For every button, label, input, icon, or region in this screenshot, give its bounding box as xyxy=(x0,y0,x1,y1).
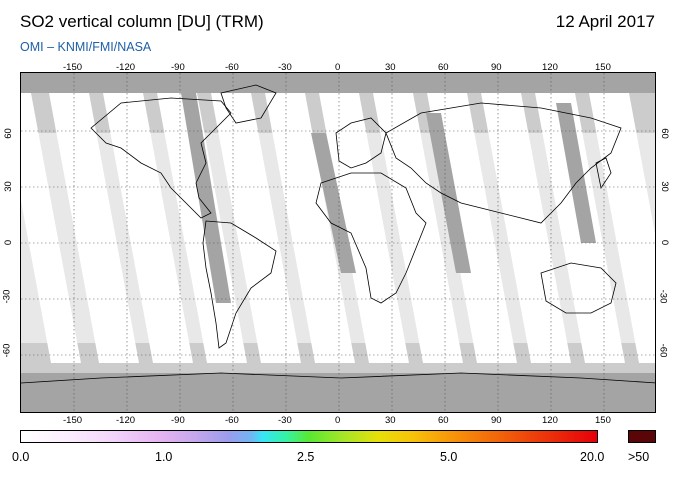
colorbar-over-label: >50 xyxy=(628,450,649,464)
so2-colorbar xyxy=(20,430,598,443)
map-date: 12 April 2017 xyxy=(556,12,655,32)
lon-tick-bottom-1: -150 xyxy=(63,415,82,426)
lon-tick-bottom-3: -90 xyxy=(171,415,185,426)
lat-tick-left-1: 60 xyxy=(3,128,14,139)
lon-tick-bottom-8: 60 xyxy=(438,415,449,426)
map-canvas xyxy=(21,73,656,413)
lon-tick-bottom-9: 90 xyxy=(491,415,502,426)
lat-tick-left-4: -30 xyxy=(1,290,12,304)
colorbar-label-0: 0.0 xyxy=(12,450,29,464)
lon-tick-bottom-10: 120 xyxy=(542,415,558,426)
lon-tick-bottom-6: 0 xyxy=(335,415,340,426)
lon-tick-bottom-7: 30 xyxy=(385,415,396,426)
lat-tick-right-3: 0 xyxy=(659,240,670,245)
lon-tick-bottom-2: -120 xyxy=(116,415,135,426)
lat-tick-left-3: 0 xyxy=(3,240,14,245)
so2-world-map[interactable] xyxy=(20,72,656,413)
lat-tick-right-5: -60 xyxy=(657,344,668,358)
lon-tick-bottom-4: -60 xyxy=(225,415,239,426)
data-source-credit: OMI – KNMI/FMI/NASA xyxy=(20,40,151,54)
lat-tick-right-2: 30 xyxy=(659,181,670,192)
lon-tick-bottom-5: -30 xyxy=(278,415,292,426)
lat-tick-left-5: -60 xyxy=(1,344,12,358)
colorbar-label-4: 20.0 xyxy=(580,450,604,464)
lon-tick-bottom-11: 150 xyxy=(595,415,611,426)
colorbar-label-3: 5.0 xyxy=(440,450,457,464)
lat-tick-right-1: 60 xyxy=(659,128,670,139)
colorbar-label-2: 2.5 xyxy=(297,450,314,464)
over-limit-color-box xyxy=(628,430,656,443)
lat-tick-left-2: 30 xyxy=(3,181,14,192)
map-title: SO2 vertical column [DU] (TRM) xyxy=(20,12,264,32)
antarctica-band xyxy=(21,373,656,413)
lat-tick-right-4: -30 xyxy=(657,290,668,304)
colorbar-label-1: 1.0 xyxy=(155,450,172,464)
